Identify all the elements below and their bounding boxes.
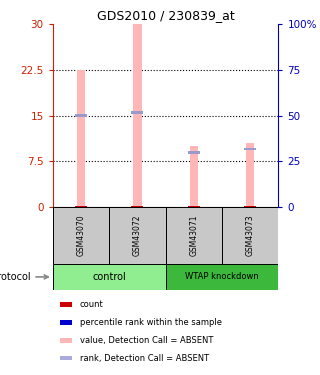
Bar <box>75 114 87 117</box>
Text: GSM43071: GSM43071 <box>189 214 198 256</box>
Bar <box>244 148 256 150</box>
Text: rank, Detection Call = ABSENT: rank, Detection Call = ABSENT <box>80 354 209 363</box>
Bar <box>77 70 85 207</box>
Bar <box>53 207 109 264</box>
Text: count: count <box>80 300 104 309</box>
Bar <box>75 206 87 208</box>
Text: percentile rank within the sample: percentile rank within the sample <box>80 318 222 327</box>
Text: control: control <box>92 272 126 282</box>
Bar <box>109 207 166 264</box>
Bar <box>166 207 222 264</box>
Text: GSM43070: GSM43070 <box>76 214 85 256</box>
Bar <box>53 264 166 290</box>
Bar <box>188 206 200 208</box>
Title: GDS2010 / 230839_at: GDS2010 / 230839_at <box>97 9 235 22</box>
Bar <box>189 146 198 207</box>
Bar <box>133 24 142 207</box>
Bar <box>132 206 143 208</box>
Text: value, Detection Call = ABSENT: value, Detection Call = ABSENT <box>80 336 213 345</box>
Text: WTAP knockdown: WTAP knockdown <box>185 272 259 281</box>
Bar <box>60 338 72 343</box>
Text: GSM43072: GSM43072 <box>133 214 142 256</box>
Text: GSM43073: GSM43073 <box>246 214 255 256</box>
Bar <box>166 264 278 290</box>
Bar <box>244 206 256 208</box>
Bar <box>222 207 278 264</box>
Bar <box>60 320 72 325</box>
Bar <box>132 111 143 114</box>
Text: protocol: protocol <box>0 272 48 282</box>
Bar <box>246 143 254 207</box>
Bar <box>188 151 200 153</box>
Bar <box>60 303 72 307</box>
Bar <box>60 356 72 360</box>
